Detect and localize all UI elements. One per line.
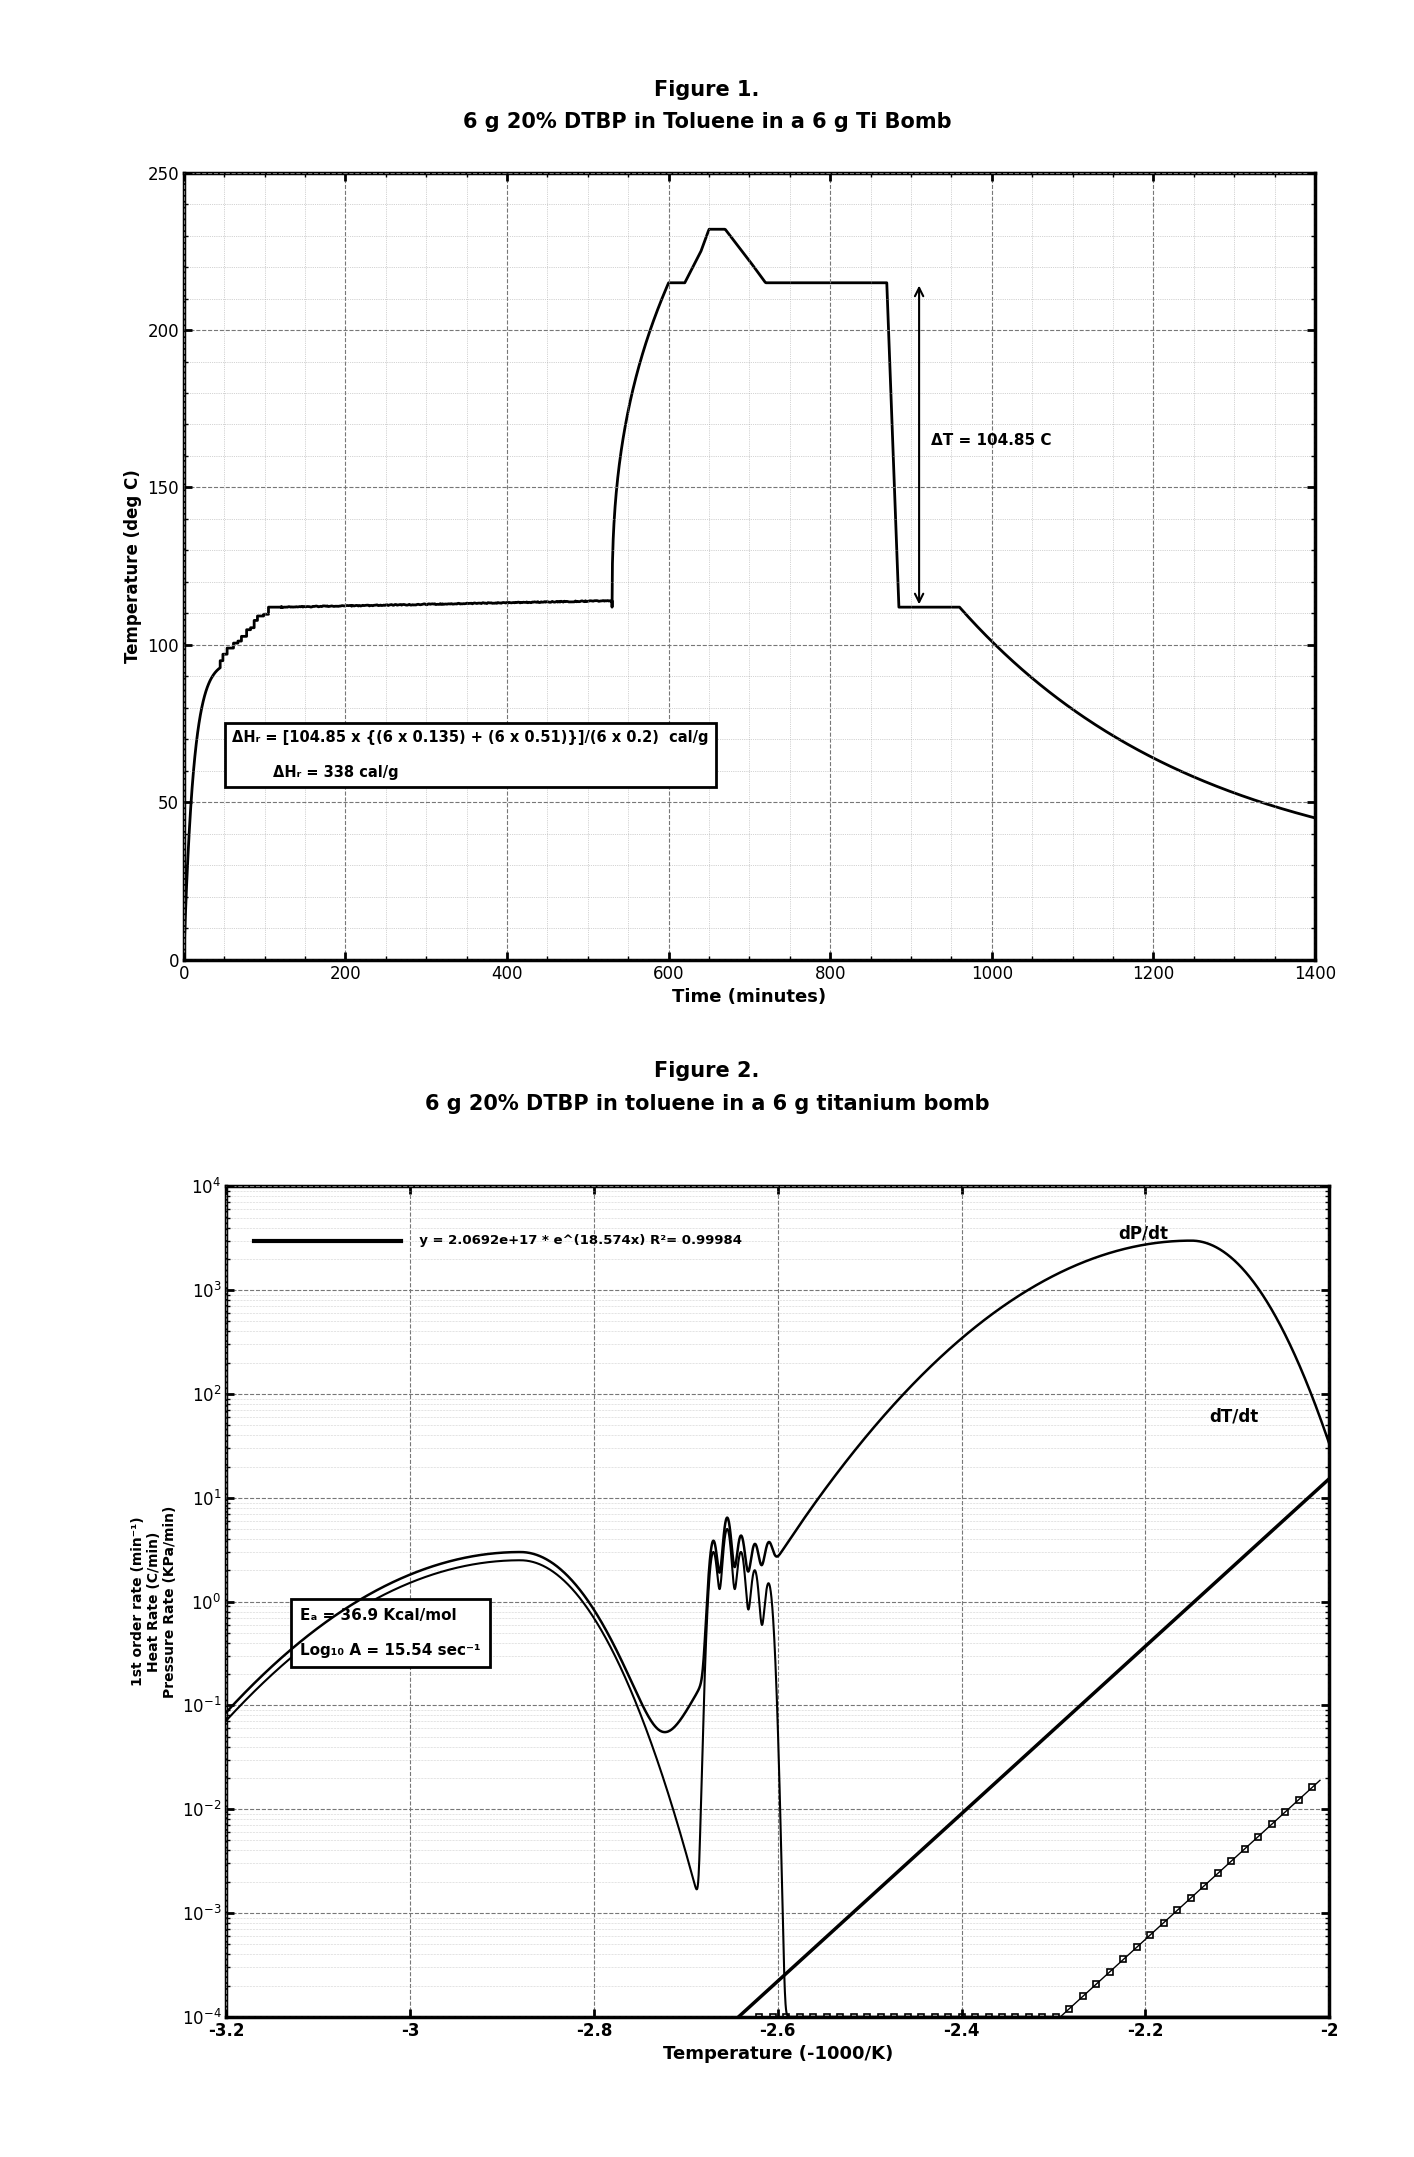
Text: Figure 1.: Figure 1. <box>655 80 759 99</box>
Text: ΔT = 104.85 C: ΔT = 104.85 C <box>932 434 1052 449</box>
Text: dT/dt: dT/dt <box>1209 1409 1258 1426</box>
Text: y = 2.0692e+17 * e^(18.574x) R²= 0.99984: y = 2.0692e+17 * e^(18.574x) R²= 0.99984 <box>410 1234 742 1247</box>
Text: 6 g 20% DTBP in Toluene in a 6 g Ti Bomb: 6 g 20% DTBP in Toluene in a 6 g Ti Bomb <box>462 112 952 132</box>
Text: ΔHᵣ = [104.85 x {(6 x 0.135) + (6 x 0.51)}]/(6 x 0.2)  cal/g

        ΔHᵣ = 338 : ΔHᵣ = [104.85 x {(6 x 0.135) + (6 x 0.51… <box>232 731 708 781</box>
Y-axis label: 1st order rate (min⁻¹)
Heat Rate (C/min)
Pressure Rate (KPa/min): 1st order rate (min⁻¹) Heat Rate (C/min)… <box>132 1506 177 1698</box>
Y-axis label: Temperature (deg C): Temperature (deg C) <box>124 470 141 662</box>
Text: Figure 2.: Figure 2. <box>655 1061 759 1081</box>
Text: Eₐ = 36.9 Kcal/mol

Log₁₀ A = 15.54 sec⁻¹: Eₐ = 36.9 Kcal/mol Log₁₀ A = 15.54 sec⁻¹ <box>300 1607 481 1659</box>
Text: dP/dt: dP/dt <box>1117 1225 1168 1242</box>
X-axis label: Temperature (-1000/K): Temperature (-1000/K) <box>663 2045 892 2064</box>
X-axis label: Time (minutes): Time (minutes) <box>673 988 826 1007</box>
Text: 6 g 20% DTBP in toluene in a 6 g titanium bomb: 6 g 20% DTBP in toluene in a 6 g titaniu… <box>424 1094 990 1113</box>
